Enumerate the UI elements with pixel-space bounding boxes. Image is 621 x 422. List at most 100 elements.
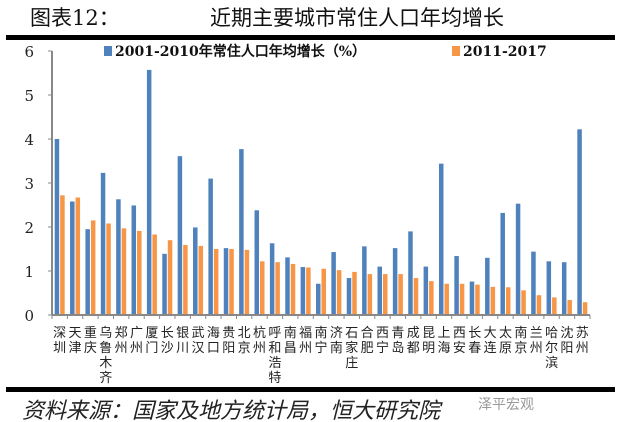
bar-2001-2010: 银川: 3.61 — [177, 156, 183, 315]
x-tick-label: 乌鲁木齐 — [99, 325, 112, 386]
x-tick-label: 福州 — [299, 326, 312, 356]
bar-2001-2010: 南昌: 1.31 — [285, 257, 290, 315]
y-tick-label: 2 — [24, 219, 34, 237]
bar-2011-2017: 上海: 0.71 — [444, 283, 449, 315]
bar-2001-2010: 大连: 1.3 — [485, 257, 490, 315]
bar-2011-2017: 苏州: 0.29 — [582, 302, 588, 315]
x-tick-label: 上海 — [437, 326, 450, 356]
x-tick-label: 石家庄 — [345, 326, 358, 371]
legend-label-series-2: 2011-2017 — [463, 44, 547, 60]
x-tick-label: 郑州 — [115, 326, 128, 356]
bar-2001-2010: 昆明: 1.1 — [423, 266, 429, 315]
legend: 2001-2010年常住人口年均增长（%） 2011-2017 — [104, 43, 547, 60]
bar-2011-2017: 济南: 1.02 — [336, 270, 342, 315]
bar-2001-2010: 合肥: 1.56 — [362, 246, 367, 315]
bar-2001-2010: 兰州: 1.44 — [531, 251, 536, 315]
legend-swatch-series-1 — [104, 46, 112, 56]
chart-title: 近期主要城市常住人口年均增长 — [210, 6, 504, 30]
watermark: 泽平宏观 — [478, 397, 534, 413]
x-tick-label: 海口 — [207, 326, 220, 356]
x-tick-label: 杭州 — [253, 326, 266, 356]
bar-2001-2010: 南宁: 0.71 — [316, 283, 321, 315]
x-axis: 深圳天津重庆乌鲁木齐郑州广州厦门长沙银川武汉海口贵阳北京杭州呼和浩特南昌福州南宁… — [51, 314, 591, 386]
top-rule — [6, 35, 615, 40]
bar-2001-2010: 贵阳: 1.52 — [223, 248, 229, 315]
bar-2011-2017: 深圳: 2.72 — [60, 195, 65, 315]
bar-2001-2010: 郑州: 2.63 — [116, 199, 121, 315]
bar-2001-2010: 济南: 1.43 — [331, 252, 336, 315]
bar-2001-2010: 太原: 2.32 — [500, 212, 505, 315]
bar-2001-2010: 天津: 2.58 — [70, 201, 75, 315]
bar-chart: 2001-2010年常住人口年均增长（%） 2011-2017 0123456 … — [24, 43, 591, 386]
bar-2011-2017: 青岛: 0.93 — [398, 274, 403, 315]
bar-2011-2017: 沈阳: 0.34 — [567, 300, 572, 315]
legend-swatch-series-2 — [452, 46, 460, 56]
x-tick-label: 大连 — [484, 326, 497, 356]
x-tick-label: 北京 — [238, 326, 251, 356]
bar-2001-2010: 沈阳: 1.2 — [561, 262, 567, 315]
x-tick-label: 南昌 — [284, 325, 297, 356]
x-tick-label: 长春 — [468, 326, 481, 356]
x-tick-label: 苏州 — [576, 325, 589, 356]
bar-2011-2017: 长沙: 1.7 — [167, 240, 173, 315]
bar-2001-2010: 杭州: 2.38 — [254, 210, 260, 315]
x-tick-label: 武汉 — [192, 326, 205, 356]
bar-2001-2010: 深圳: 4 — [54, 139, 60, 315]
x-tick-label: 天津 — [69, 326, 82, 356]
bar-2001-2010: 福州: 1.09 — [300, 267, 306, 315]
y-axis: 0 1 2 3 4 5 6 — [24, 43, 53, 325]
x-tick-label: 合肥 — [361, 326, 374, 356]
bar-2011-2017: 成都: 0.84 — [413, 278, 419, 315]
x-tick-label: 济南 — [330, 326, 343, 356]
bar-2001-2010: 海口: 3.1 — [208, 178, 213, 315]
bar-2011-2017: 大连: 0.64 — [490, 286, 496, 315]
x-tick-label: 呼和浩特 — [268, 326, 281, 386]
bar-2011-2017: 重庆: 2.15 — [90, 220, 96, 315]
x-tick-label: 西宁 — [376, 326, 389, 356]
bar-2001-2010: 青岛: 1.52 — [392, 248, 398, 315]
bar-2001-2010: 乌鲁木齐: 3.23 — [100, 172, 106, 315]
bar-2011-2017: 南宁: 1.05 — [321, 268, 326, 315]
bar-2001-2010: 石家庄: 0.84 — [346, 278, 352, 315]
bar-2011-2017: 贵阳: 1.5 — [229, 249, 234, 315]
x-tick-label: 重庆 — [84, 325, 97, 356]
bar-2001-2010: 厦门: 5.57 — [146, 69, 152, 315]
bar-2011-2017: 长春: 0.69 — [475, 284, 480, 315]
x-tick-label: 深圳 — [53, 326, 66, 356]
bar-2011-2017: 北京: 1.48 — [244, 249, 250, 315]
bars: 深圳: 4深圳: 2.72 天津: 2.58天津: 2.67 重庆: 1.95重庆:… — [54, 69, 588, 315]
bar-2001-2010: 上海: 3.44 — [438, 163, 444, 315]
bar-2011-2017: 昆明: 0.77 — [429, 281, 434, 315]
y-tick-label: 6 — [24, 43, 34, 61]
source-note: 资料来源：国家及地方统计局，恒大研究院 — [22, 399, 441, 422]
x-tick-label: 青岛 — [391, 326, 404, 356]
bar-2011-2017: 乌鲁木齐: 2.08 — [106, 223, 111, 315]
bar-2011-2017: 石家庄: 0.98 — [352, 271, 357, 315]
bar-2011-2017: 福州: 1.08 — [306, 267, 311, 315]
bar-2011-2017: 呼和浩特: 1.2 — [275, 262, 280, 315]
bar-2011-2017: 兰州: 0.45 — [536, 295, 542, 315]
bar-2001-2010: 南京: 2.53 — [515, 203, 521, 315]
x-tick-label: 沈阳 — [560, 326, 573, 356]
y-tick-label: 4 — [24, 131, 34, 149]
x-tick-label: 南宁 — [314, 325, 327, 356]
bar-2011-2017: 太原: 0.63 — [505, 287, 511, 315]
y-tick-label: 1 — [24, 263, 34, 281]
bar-2011-2017: 武汉: 1.57 — [198, 245, 204, 315]
bar-2011-2017: 哈尔滨: 0.4 — [552, 297, 557, 315]
y-tick-label: 3 — [24, 175, 34, 193]
x-tick-label: 贵阳 — [222, 326, 235, 356]
x-tick-label: 哈尔滨 — [545, 326, 558, 371]
legend-label-series-1: 2001-2010年常住人口年均增长（%） — [115, 43, 366, 60]
bar-2001-2010: 呼和浩特: 1.63 — [269, 243, 275, 315]
bar-2011-2017: 杭州: 1.22 — [260, 261, 265, 315]
y-tick-label: 5 — [24, 87, 34, 105]
bar-2001-2010: 苏州: 4.22 — [577, 129, 582, 315]
x-tick-label: 西安 — [453, 326, 466, 356]
bottom-rule — [6, 387, 615, 392]
x-tick-label: 成都 — [407, 326, 420, 356]
bar-2001-2010: 成都: 1.9 — [408, 231, 413, 315]
bar-2011-2017: 合肥: 0.93 — [367, 274, 373, 315]
x-tick-label: 昆明 — [422, 326, 435, 356]
